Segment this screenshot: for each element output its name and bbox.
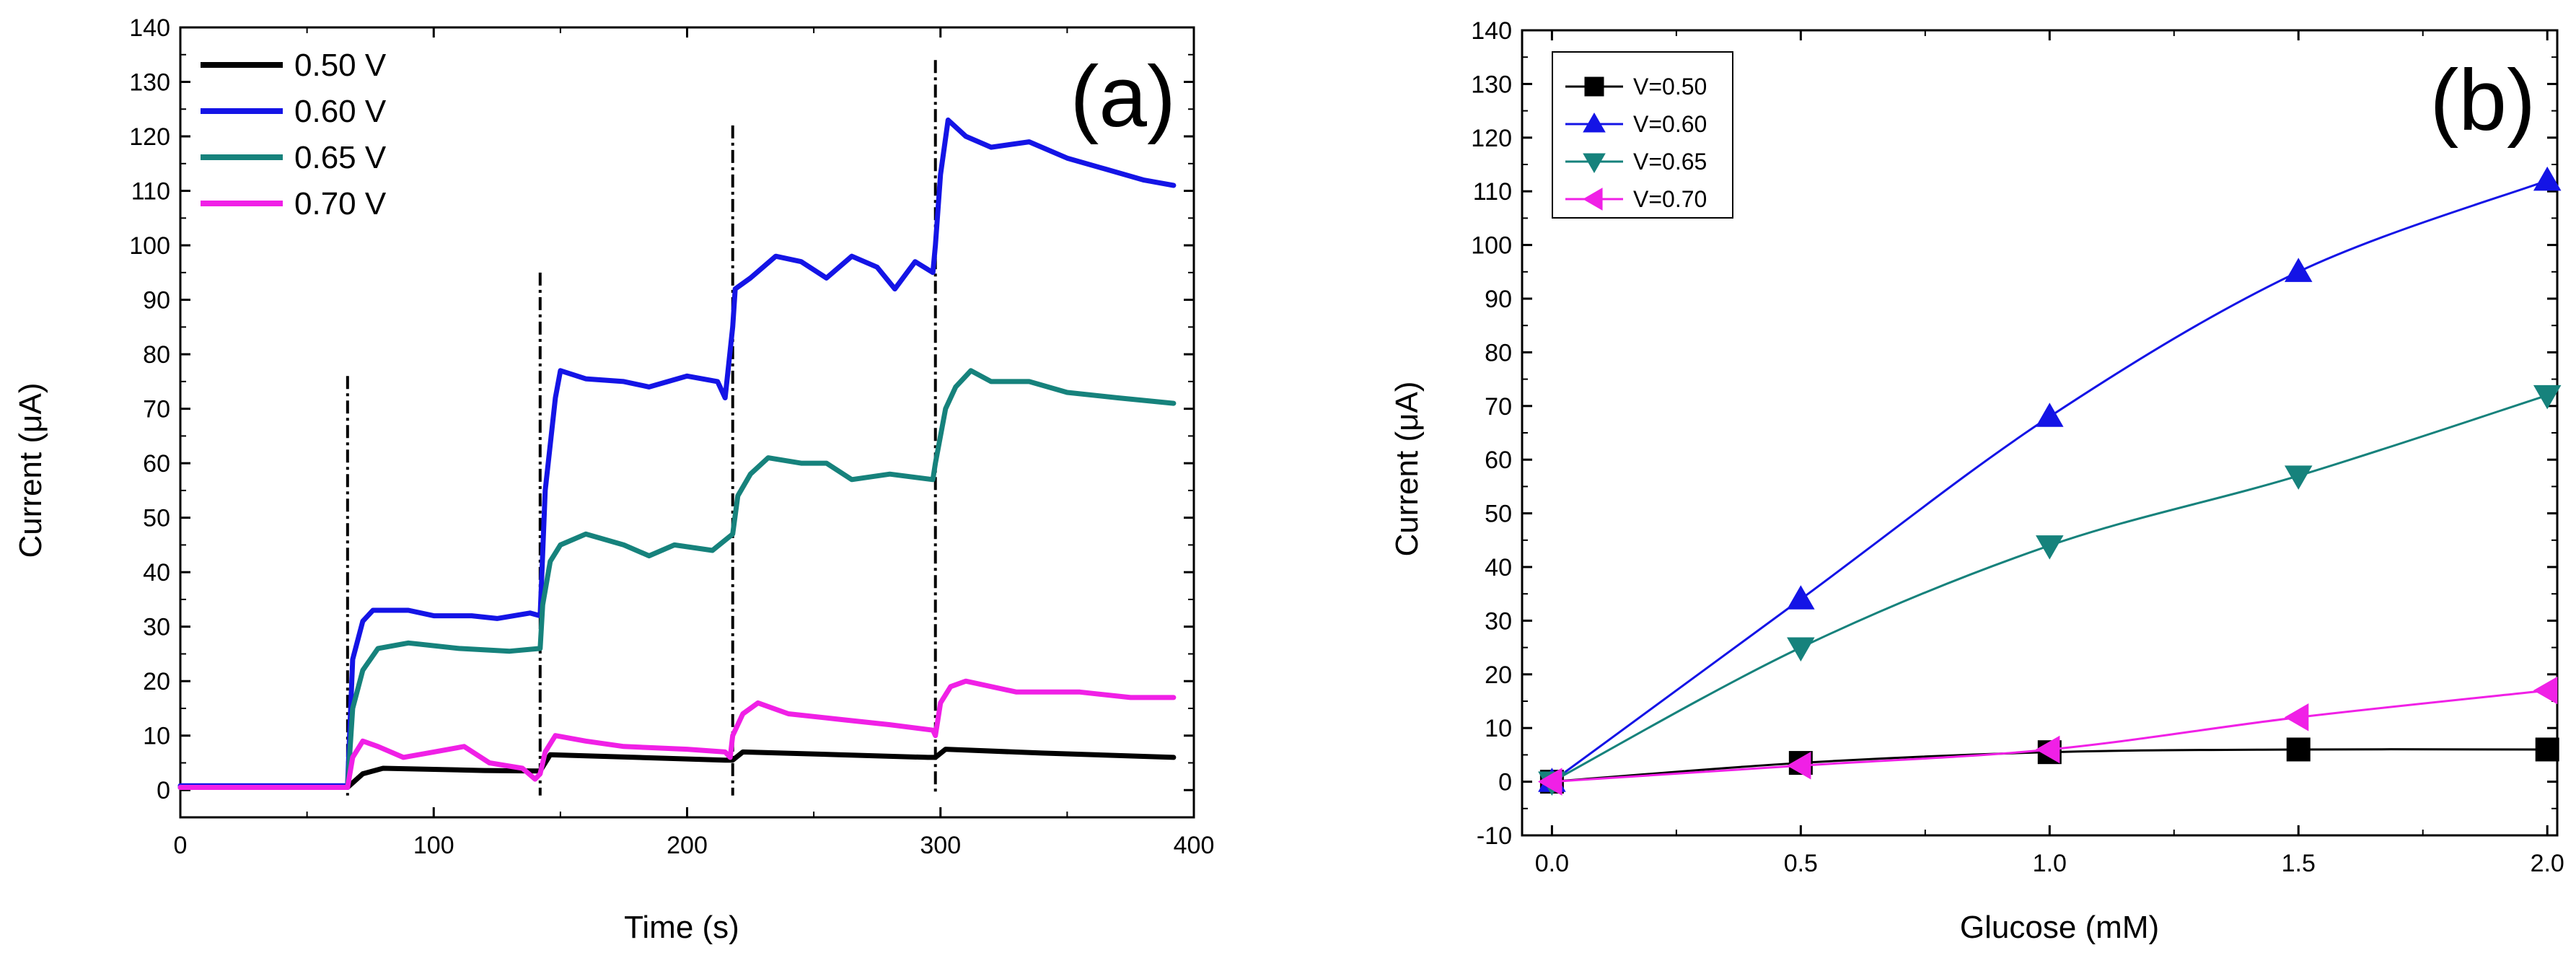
panel-b-y-axis-title: Current (μA) (1389, 382, 1425, 557)
panel-a-y-tick-label: 30 (143, 614, 170, 641)
panel-a-y-tick-label: 50 (143, 505, 170, 532)
panel-b-data-point (2036, 403, 2064, 427)
panel-a-y-tick-label: 80 (143, 341, 170, 369)
panel-b-legend-swatch-marker (1584, 76, 1604, 97)
panel-a-chart: 0 100 200 300 400 0 10 20 30 40 50 60 70 80 90 100 110 12… (13, 14, 1214, 945)
panel-a-series-line (177, 747, 1177, 790)
panel-a-y-tick-label: 40 (143, 559, 170, 586)
panel-a-x-tick-label: 300 (920, 832, 961, 859)
panel-a-legend-label: 0.60 V (294, 94, 387, 129)
panel-a-y-tick-label: 120 (129, 123, 170, 151)
panel-b-y-tick-label: 130 (1471, 71, 1512, 98)
panel-a-series-line (177, 678, 1177, 790)
panel-b-legend-swatch-marker (1583, 113, 1606, 133)
panel-b-data-point (1537, 768, 1562, 796)
panel-b-y-tick-label: 20 (1485, 662, 1512, 689)
panel-b-legend-label: V=0.60 (1633, 111, 1707, 137)
panel-b-y-tick-label: 110 (1473, 178, 1512, 206)
panel-b-data-point (1787, 585, 1815, 610)
panel-a-label: (a) (1070, 48, 1176, 145)
panel-a-x-tick-label: 0 (174, 832, 188, 859)
panel-b-legend-label: V=0.70 (1633, 186, 1707, 212)
panel-b-legend-box (1552, 51, 1733, 219)
panel-a-y-tick-label: 70 (143, 396, 170, 423)
panel-a-series (177, 117, 1177, 790)
panel-a-y-tick-label: 10 (143, 723, 170, 750)
panel-b-data-point (2036, 535, 2064, 560)
panel-a-y-tick-label: 20 (143, 668, 170, 695)
panel-b-y-tick-label: 0 (1498, 769, 1512, 796)
panel-a-x-tick-label: 100 (413, 832, 454, 859)
panel-b-data-point (2533, 384, 2562, 410)
panel-a-y-axis-title: Current (μA) (13, 383, 48, 558)
panel-b-y-tick-label: 30 (1485, 607, 1512, 635)
panel-b-y-tick-label: 70 (1485, 393, 1512, 421)
panel-b-x-tick-label: 2.0 (2531, 850, 2564, 877)
panel-b-y-tick-label: 50 (1485, 501, 1512, 528)
panel-b-y-tick-label: 90 (1485, 286, 1512, 313)
panel-b-legend-swatch-marker (1583, 153, 1606, 173)
panel-b-data-point (2286, 737, 2311, 762)
panel-b-axes: 0.0 0.5 1.0 1.5 2.0 -10 0 10 20 30 40 50 60 70 80 90 100… (1471, 17, 2564, 877)
panel-b-x-tick-label: 0.5 (1784, 850, 1818, 877)
panel-b-y-tick-label: 10 (1485, 715, 1512, 742)
panel-a-y-tick-label: 110 (131, 178, 170, 206)
panel-b-legend-swatch-marker (1583, 188, 1603, 211)
panel-a-series-line (177, 117, 1177, 788)
panel-a-y-tick-label: 140 (129, 14, 170, 42)
panel-b-data-point (2284, 465, 2313, 490)
panel-b-chart: 0.0 0.5 1.0 1.5 2.0 -10 0 10 20 30 40 50 60 70 80 90 100… (1389, 17, 2564, 945)
panel-a-y-tick-label: 60 (143, 450, 170, 478)
panel-a-x-axis-title: Time (s) (624, 910, 739, 945)
panel-a-legend-label: 0.50 V (294, 48, 387, 83)
panel-b-x-tick-label: 1.5 (2282, 850, 2316, 877)
panel-a-legend-label: 0.70 V (294, 186, 387, 221)
panel-a-y-tick-label: 0 (157, 777, 170, 804)
panel-a-x-tick-label: 200 (667, 832, 708, 859)
panel-b-data-point (1786, 752, 1811, 780)
panel-b-data-point (1787, 637, 1815, 662)
panel-b-series (1537, 166, 2562, 796)
panel-b-x-axis-title: Glucose (mM) (1960, 910, 2159, 945)
panel-b-x-tick-label: 0.0 (1535, 850, 1569, 877)
panel-a-x-tick-label: 400 (1174, 832, 1215, 859)
panel-b-legend-label: V=0.65 (1633, 149, 1707, 175)
panel-b-y-tick-label: 40 (1485, 554, 1512, 581)
panel-a-y-tick-label: 100 (129, 232, 170, 260)
panel-b-data-point (2533, 676, 2558, 705)
panel-b-data-point (2533, 166, 2562, 191)
panel-b-data-point (2284, 258, 2313, 282)
panel-b-legend-label: V=0.50 (1633, 74, 1707, 100)
panel-b-y-tick-label: -10 (1477, 822, 1512, 850)
panel-a-y-tick-label: 130 (129, 69, 170, 97)
panel-a-axes: 0 100 200 300 400 0 10 20 30 40 50 60 70 80 90 100 110 12… (129, 14, 1214, 859)
panel-b-data-point (2284, 703, 2309, 731)
panel-b-x-tick-label: 1.0 (2033, 850, 2067, 877)
panel-b-data-point (2035, 735, 2060, 764)
panel-b-legend: V=0.50 V=0.60 V=0.65 V=0.70 (1552, 51, 1733, 219)
panel-b-y-tick-label: 60 (1485, 447, 1512, 474)
panel-b-y-tick-label: 140 (1471, 17, 1512, 45)
panel-b-y-tick-label: 80 (1485, 339, 1512, 366)
panel-a-y-tick-label: 90 (143, 287, 170, 315)
panel-b-data-point (2535, 737, 2559, 762)
panel-a-legend-label: 0.65 V (294, 140, 387, 175)
panel-a-series-line (177, 368, 1177, 790)
panel-b-label: (b) (2430, 52, 2536, 149)
panel-b-y-tick-label: 100 (1471, 232, 1512, 260)
panel-a-legend: 0.50 V 0.60 V 0.65 V 0.70 V (201, 48, 387, 221)
panel-b-y-tick-label: 120 (1471, 125, 1512, 152)
